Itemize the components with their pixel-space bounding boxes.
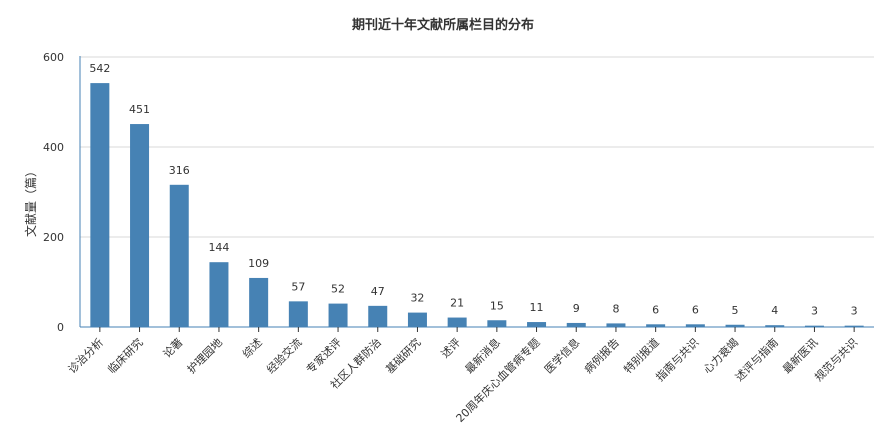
x-tick-label: 护理园地 [184, 335, 225, 376]
bar [646, 324, 666, 327]
x-tick-label: 心力衰竭 [700, 335, 741, 376]
data-label: 109 [248, 257, 269, 270]
x-tick-label: 述评 [439, 336, 464, 361]
x-tick-label: 规范与共识 [811, 335, 860, 384]
data-label: 15 [490, 299, 504, 312]
bar [685, 324, 705, 327]
y-tick-label: 400 [43, 141, 64, 154]
x-tick-label: 病例报告 [581, 335, 622, 376]
data-label: 32 [410, 292, 424, 305]
bar [447, 317, 467, 327]
data-label: 8 [612, 302, 619, 315]
bar [288, 301, 308, 327]
x-tick-label: 诊治分析 [65, 335, 106, 376]
x-tick-label: 论著 [160, 335, 185, 360]
data-label: 47 [371, 285, 385, 298]
gridlines [80, 56, 874, 238]
bar [368, 305, 388, 327]
bar [209, 262, 229, 327]
data-label: 542 [89, 62, 110, 75]
bar [765, 325, 785, 327]
data-label: 451 [129, 103, 150, 116]
bar [566, 322, 586, 327]
data-label: 57 [291, 280, 305, 293]
data-label: 144 [208, 241, 229, 254]
y-tick-label: 0 [57, 321, 64, 334]
y-tick-label: 600 [43, 51, 64, 64]
x-tick-label: 最新医讯 [780, 335, 821, 376]
y-tick-label: 200 [43, 231, 64, 244]
x-tick-label: 临床研究 [105, 335, 146, 376]
bar [487, 320, 507, 327]
data-label: 4 [771, 304, 778, 317]
bar [169, 184, 189, 327]
data-label: 3 [811, 305, 818, 318]
bar [844, 325, 864, 327]
data-label: 6 [692, 303, 699, 316]
bar [527, 322, 547, 327]
x-tick-label: 述评与指南 [732, 335, 781, 384]
y-axis-ticks: 0 200 400 600 [43, 51, 64, 334]
x-tick-label: 特别报道 [621, 335, 662, 376]
bar [606, 323, 626, 327]
data-label: 21 [450, 297, 464, 310]
x-tick-label: 基础研究 [383, 335, 424, 376]
bar [407, 312, 427, 327]
data-label: 9 [573, 302, 580, 315]
axes [79, 56, 874, 328]
data-label: 6 [652, 303, 659, 316]
data-label: 3 [851, 305, 858, 318]
chart-title: 期刊近十年文献所属栏目的分布 [352, 17, 534, 33]
bar [130, 124, 150, 327]
data-labels: 542 451 316 144 109 57 52 47 32 21 15 11 9 8 6 6 5 4 3 3 [89, 62, 857, 318]
bar [328, 303, 348, 327]
x-tick-label: 经验交流 [263, 335, 304, 376]
data-label: 5 [732, 304, 739, 317]
bar [249, 277, 269, 327]
bar [725, 324, 745, 327]
data-label: 316 [169, 164, 190, 177]
x-tick-label: 综述 [239, 335, 264, 360]
x-tick-label: 指南与共识 [653, 335, 702, 384]
x-tick-label: 最新消息 [462, 335, 503, 376]
bar [804, 325, 824, 327]
bar [90, 83, 110, 327]
data-label: 11 [530, 301, 544, 314]
data-label: 52 [331, 283, 345, 296]
x-tick-label: 医学信息 [541, 335, 582, 376]
x-tick-label: 专家述评 [303, 335, 344, 376]
y-axis-label: 文献量（篇） [23, 165, 38, 237]
bars [90, 83, 864, 327]
